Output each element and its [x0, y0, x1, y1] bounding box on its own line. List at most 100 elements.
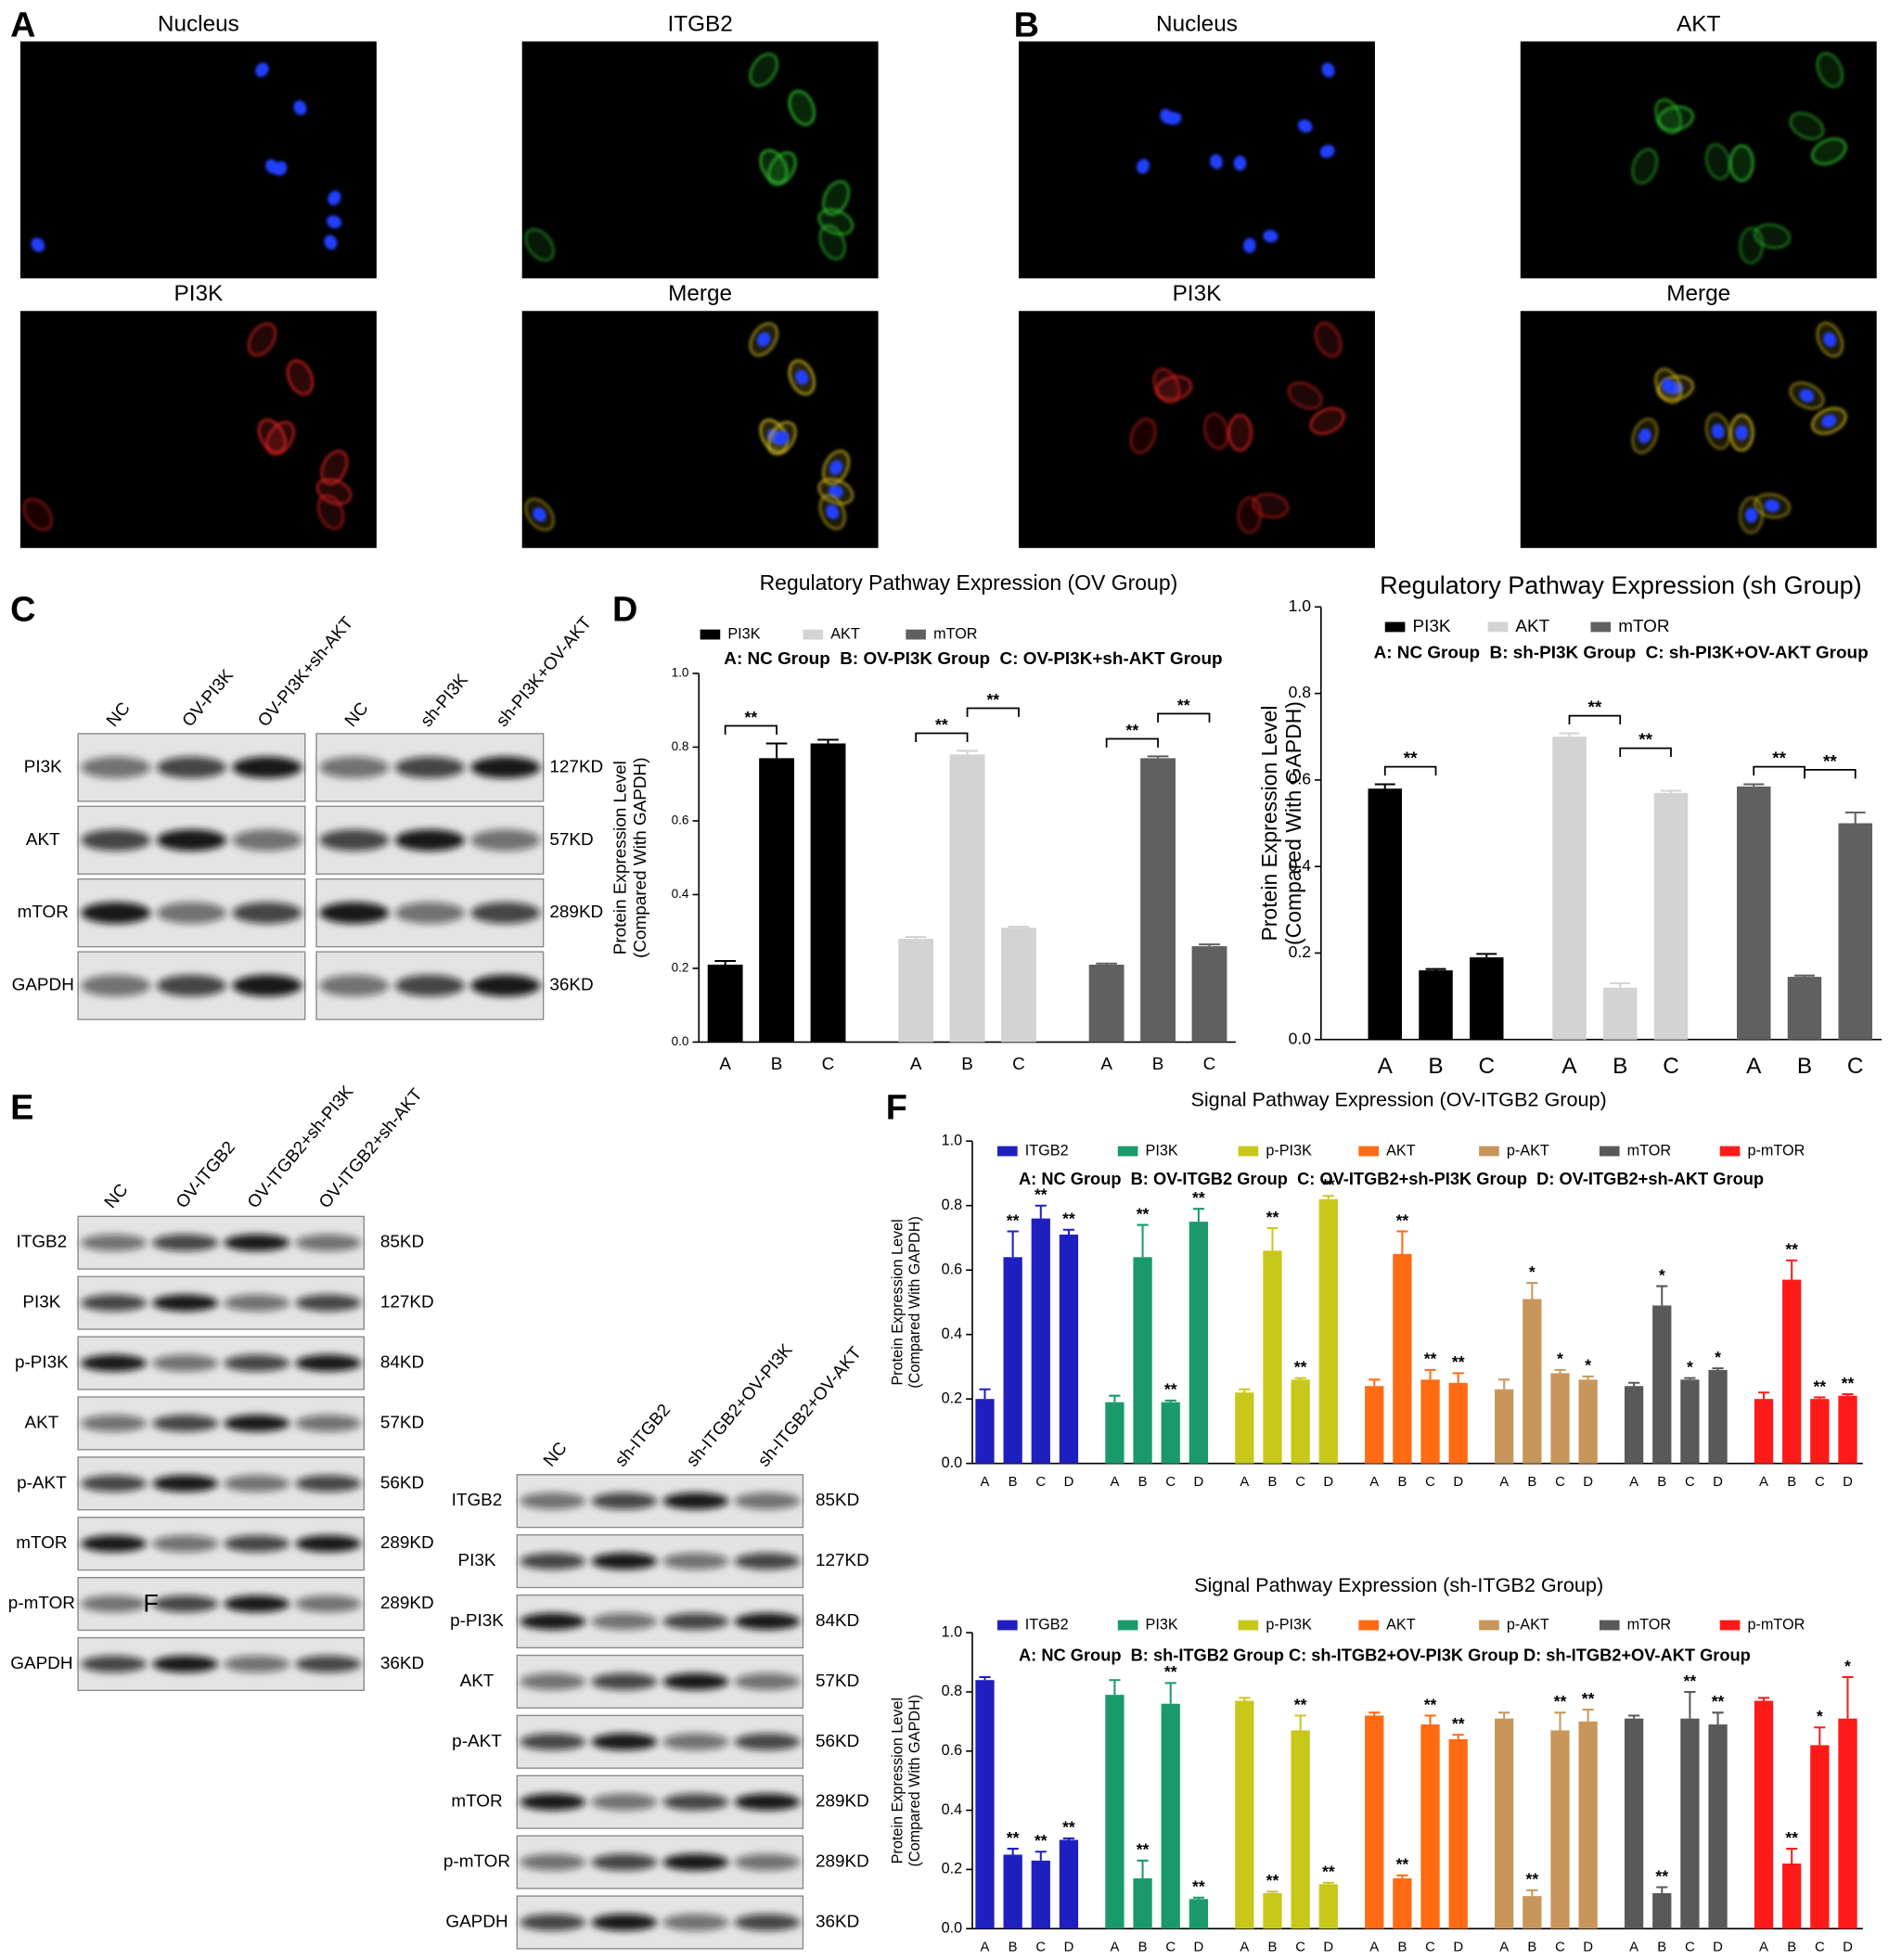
bar: [707, 964, 743, 1043]
size-label: 57KD: [380, 1413, 424, 1432]
significance-label: **: [1294, 1357, 1307, 1376]
error-bar: [1786, 1259, 1798, 1280]
blot-band: [520, 1672, 586, 1690]
significance-label: **: [1655, 1866, 1668, 1885]
error-bar: [1322, 1195, 1334, 1199]
blot-band: [81, 1595, 148, 1613]
blot-band: [156, 974, 226, 997]
blot-band: [295, 1535, 362, 1553]
error-bar: [1294, 1377, 1306, 1380]
x-tick-label: C: [1663, 1054, 1679, 1079]
significance-label: **: [1396, 1211, 1409, 1229]
x-tick-label: B: [1268, 1940, 1278, 1954]
blot-band: [734, 1914, 801, 1931]
error-bar: [1164, 1682, 1176, 1704]
blot-band: [520, 1914, 586, 1931]
error-bar: [1322, 1881, 1334, 1885]
bar: [759, 758, 795, 1043]
row-label: GAPDH: [10, 1654, 72, 1673]
x-tick-label: C: [1035, 1475, 1046, 1490]
lane-label: OV-PI3K+sh-AKT: [254, 613, 357, 731]
blot-band: [734, 1733, 801, 1750]
legend-label: AKT: [1386, 1616, 1416, 1633]
blot-band: [662, 1793, 729, 1811]
legend-label: mTOR: [1627, 1142, 1671, 1159]
y-tick-label: 0.4: [1289, 856, 1312, 875]
legend-label: mTOR: [1627, 1616, 1671, 1633]
error-bar: [1109, 1679, 1121, 1696]
error-bar: [1109, 1394, 1121, 1403]
x-tick-label: C: [1847, 1054, 1864, 1079]
significance-bracket: [1568, 714, 1622, 725]
bar: [1318, 1884, 1338, 1929]
bar: [1420, 1724, 1440, 1929]
x-tick-label: D: [1323, 1940, 1333, 1954]
x-tick-label: A: [1629, 1475, 1639, 1490]
bar: [1550, 1373, 1570, 1464]
error-bar: [1062, 1228, 1075, 1235]
significance-label: *: [1715, 1348, 1721, 1366]
error-bar: [1137, 1223, 1149, 1258]
blot-band: [394, 829, 465, 852]
bar: [1031, 1218, 1050, 1464]
significance-label: *: [1687, 1357, 1693, 1376]
x-tick-label: A: [1561, 1054, 1577, 1079]
significance-label: **: [1164, 1380, 1177, 1399]
error-bar: [1794, 974, 1815, 978]
blot-band: [734, 1492, 801, 1510]
x-tick-label: A: [1369, 1475, 1379, 1490]
significance-label: *: [1529, 1262, 1536, 1281]
blot-band: [520, 1612, 586, 1631]
x-tick-label: D: [1843, 1940, 1853, 1954]
y-tick-label: 0.6: [1289, 770, 1311, 788]
blot-band: [662, 1853, 729, 1871]
blot-band: [224, 1655, 290, 1673]
blot-band: [232, 974, 302, 997]
chart-title: Signal Pathway Expression (sh-ITGB2 Grou…: [1194, 1573, 1603, 1596]
x-tick-label: D: [1193, 1940, 1203, 1954]
bar: [1133, 1257, 1152, 1464]
bar: [1088, 964, 1124, 1043]
bar: [1003, 1257, 1022, 1464]
nucleus: [1765, 499, 1780, 513]
row-label: ITGB2: [452, 1491, 503, 1510]
y-axis-label: Protein Expression Level: [1257, 705, 1281, 941]
blot-band: [152, 1535, 219, 1553]
error-bar: [765, 742, 788, 759]
error-bar: [1396, 1874, 1408, 1878]
blot-band: [319, 756, 390, 779]
x-tick-label: D: [1713, 1940, 1723, 1954]
row-label: p-AKT: [17, 1473, 67, 1492]
legend-swatch: [803, 629, 824, 640]
cell-stain: [320, 449, 349, 486]
error-bar: [1294, 1714, 1306, 1731]
panel-letter: E: [10, 1088, 33, 1127]
lane-label: sh-PI3K+OV-AKT: [493, 613, 596, 731]
error-bar: [1757, 1391, 1770, 1400]
chart-title: Signal Pathway Expression (OV-ITGB2 Grou…: [1190, 1088, 1606, 1111]
blot-band: [232, 829, 302, 852]
bar: [1419, 970, 1453, 1040]
error-bar: [1656, 1285, 1668, 1306]
x-tick-label: C: [1295, 1475, 1305, 1490]
size-label: 127KD: [549, 757, 603, 776]
blot-band: [224, 1475, 290, 1492]
x-tick-label: B: [1527, 1475, 1536, 1490]
size-label: 84KD: [380, 1353, 424, 1373]
bar: [1191, 946, 1227, 1043]
x-tick-label: A: [1499, 1940, 1509, 1954]
error-bar: [1192, 1896, 1204, 1900]
significance-bracket: [915, 732, 969, 742]
cell-stain: [1309, 406, 1345, 435]
blot-band: [591, 1793, 658, 1811]
blot-band: [224, 1595, 290, 1613]
panel-letter: F: [886, 1088, 907, 1127]
bar: [1523, 1896, 1542, 1929]
bar: [1189, 1222, 1209, 1464]
error-bar: [1199, 943, 1220, 947]
error-bar: [1842, 1676, 1854, 1719]
significance-label: **: [1062, 1210, 1075, 1228]
blot-band: [591, 1672, 658, 1690]
legend-label: p-PI3K: [1266, 1616, 1312, 1633]
blot-band: [224, 1415, 290, 1432]
